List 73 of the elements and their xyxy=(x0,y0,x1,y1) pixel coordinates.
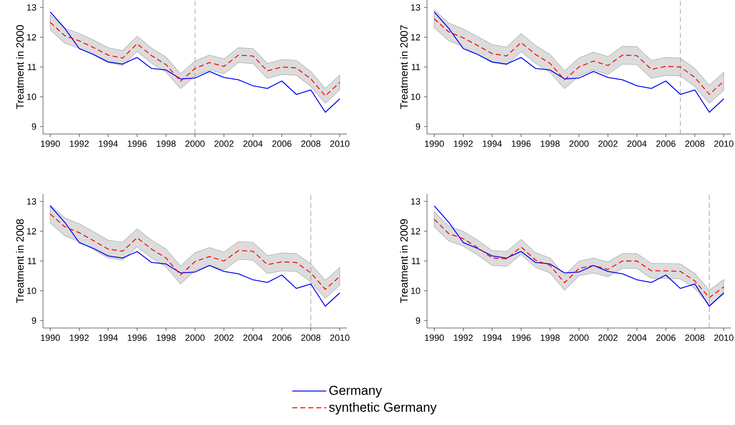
x-tick-label: 1998 xyxy=(540,334,560,341)
x-tick-label: 1994 xyxy=(482,140,502,147)
x-tick-label: 1998 xyxy=(156,140,176,147)
y-tick-label: 13 xyxy=(411,4,420,11)
x-tick-label: 1996 xyxy=(128,140,147,147)
y-axis-title: Treatment in 2008 xyxy=(16,219,24,304)
x-tick-label: 1996 xyxy=(512,334,531,341)
y-tick-label: 10 xyxy=(27,288,36,294)
x-tick-label: 1990 xyxy=(424,334,444,341)
x-tick-label: 1992 xyxy=(454,334,473,341)
x-tick-label: 2006 xyxy=(272,334,292,341)
x-tick-label: 2010 xyxy=(330,334,350,341)
y-tick-label: 10 xyxy=(411,288,420,294)
x-tick-label: 2010 xyxy=(714,140,734,147)
x-tick-label: 1990 xyxy=(424,140,444,147)
y-tick-label: 11 xyxy=(412,258,420,264)
x-tick-label: 1992 xyxy=(70,140,89,147)
x-tick-label: 2010 xyxy=(330,140,350,147)
x-tick-label: 2002 xyxy=(214,140,234,147)
y-tick-label: 13 xyxy=(27,4,36,11)
x-tick-label: 2008 xyxy=(685,140,704,147)
x-tick-label: 2000 xyxy=(185,334,205,341)
x-tick-label: 2000 xyxy=(569,334,589,341)
y-tick-label: 11 xyxy=(412,64,420,70)
x-tick-label: 1992 xyxy=(70,334,89,341)
y-tick-label: 10 xyxy=(27,94,36,100)
y-axis-title: Treatment in 2007 xyxy=(400,25,408,110)
x-tick-label: 1998 xyxy=(540,140,560,147)
y-axis-title: Treatment in 2000 xyxy=(16,25,24,110)
y-tick-label: 9 xyxy=(416,317,420,324)
x-tick-label: 1992 xyxy=(454,140,473,147)
y-tick-label: 13 xyxy=(27,198,36,205)
x-tick-label: 2000 xyxy=(569,140,589,147)
x-tick-label: 2008 xyxy=(301,334,320,341)
x-tick-label: 2002 xyxy=(598,140,618,147)
x-tick-label: 2004 xyxy=(627,140,647,147)
y-tick-label: 11 xyxy=(28,258,36,264)
y-tick-label: 12 xyxy=(27,34,36,40)
line-series xyxy=(434,18,724,95)
y-tick-label: 12 xyxy=(411,34,420,40)
y-tick-label: 10 xyxy=(411,94,420,100)
x-tick-label: 1994 xyxy=(98,334,118,341)
legend-label: Germany xyxy=(329,386,382,398)
x-tick-label: 1996 xyxy=(128,334,147,341)
x-tick-label: 2010 xyxy=(714,334,734,341)
y-tick-label: 9 xyxy=(32,317,36,324)
x-tick-label: 2004 xyxy=(243,334,263,341)
y-tick-label: 12 xyxy=(27,228,36,234)
x-tick-label: 1994 xyxy=(98,140,118,147)
x-tick-label: 2006 xyxy=(656,140,676,147)
y-tick-label: 13 xyxy=(411,198,420,205)
x-tick-label: 2004 xyxy=(243,140,263,147)
x-tick-label: 2002 xyxy=(214,334,234,341)
line-series xyxy=(50,22,340,96)
x-tick-label: 2008 xyxy=(301,140,320,147)
legend-label: synthetic Germany xyxy=(329,402,437,414)
x-tick-label: 2004 xyxy=(627,334,647,341)
y-axis-title: Treatment in 2009 xyxy=(400,219,408,304)
y-tick-label: 9 xyxy=(32,123,36,130)
x-tick-label: 1996 xyxy=(512,140,531,147)
x-tick-label: 1990 xyxy=(40,334,60,341)
y-tick-label: 12 xyxy=(411,228,420,234)
x-tick-label: 1994 xyxy=(482,334,502,341)
x-tick-label: 1990 xyxy=(40,140,60,147)
x-tick-label: 2006 xyxy=(656,334,676,341)
y-tick-label: 9 xyxy=(416,123,420,130)
line-series xyxy=(50,214,340,290)
x-tick-label: 2008 xyxy=(685,334,704,341)
y-tick-label: 11 xyxy=(28,64,36,70)
x-tick-label: 1998 xyxy=(156,334,176,341)
x-tick-label: 2000 xyxy=(185,140,205,147)
x-tick-label: 2002 xyxy=(598,334,618,341)
x-tick-label: 2006 xyxy=(272,140,292,147)
